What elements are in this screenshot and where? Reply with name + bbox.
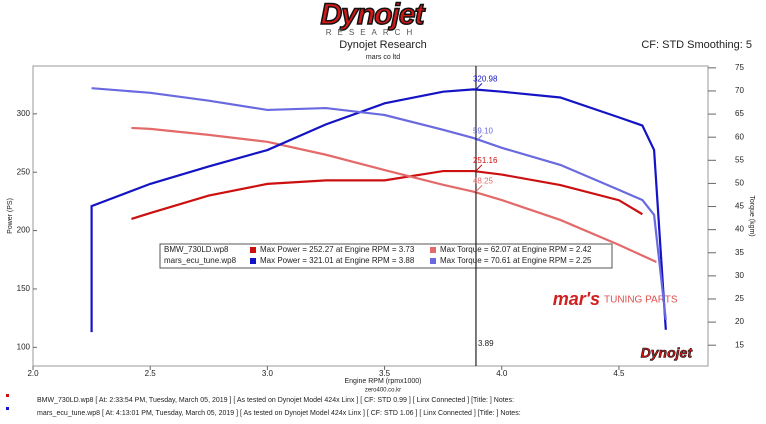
legend-swatch [430, 247, 436, 253]
subtitle: mars co ltd [366, 54, 400, 61]
legend-power: Max Power = 321.01 at Engine RPM = 3.88 [260, 256, 415, 265]
y-tick-label: 200 [17, 226, 31, 235]
logo-sub: RESEARCH [326, 28, 418, 37]
series-line [91, 87, 667, 320]
plot-frame [32, 65, 709, 367]
source: zero400.co.kr [365, 388, 401, 394]
legend-torque: Max Torque = 62.07 at Engine RPM = 2.42 [440, 245, 592, 254]
legend: BMW_730LD.wp8 Max Power = 252.27 at Engin… [159, 243, 613, 269]
cursor-marker [475, 134, 483, 142]
series-line [131, 126, 657, 263]
legend-torque: Max Torque = 70.61 at Engine RPM = 2.25 [440, 256, 592, 265]
run-info: BMW_730LD.wp8 [ At: 2:33:54 PM, Tuesday,… [37, 397, 514, 404]
y2-tick-label: 50 [735, 179, 744, 188]
y2-tick-label: 70 [735, 86, 744, 95]
series-line [131, 169, 643, 220]
cursor-value-label: 320.98 [473, 74, 498, 83]
x-tick-label: 2.0 [27, 369, 39, 378]
x-tick-label: 4.5 [613, 369, 625, 378]
title: Dynojet Research [339, 39, 426, 51]
y2-axis-label: Torque (kgm) [748, 195, 755, 236]
legend-name: mars_ecu_tune.wp8 [164, 256, 237, 265]
run-info: mars_ecu_tune.wp8 [ At: 4:13:01 PM, Tues… [37, 410, 521, 417]
cursor-x-label: 3.89 [478, 339, 494, 348]
y2-tick-label: 75 [735, 63, 744, 72]
settings: CF: STD Smoothing: 5 [641, 39, 752, 51]
cursor-value-label: 251.16 [473, 156, 498, 165]
cursor-value-label: 59.10 [473, 126, 494, 135]
y2-tick-label: 40 [735, 225, 744, 234]
cursor-marker [475, 83, 483, 90]
y-axis-label: Power (PS) [7, 198, 14, 234]
y-tick-label: 250 [17, 167, 31, 176]
y2-tick-label: 55 [735, 155, 744, 164]
y2-tick-label: 60 [735, 132, 744, 141]
run-marker [6, 394, 9, 397]
y2-tick-label: 25 [735, 294, 744, 303]
watermark: TUNING PARTS [604, 295, 678, 306]
x-tick-label: 4.0 [496, 369, 508, 378]
cursor-value-label: 48.25 [473, 177, 494, 186]
legend-swatch [250, 247, 256, 253]
y-tick-label: 300 [17, 109, 31, 118]
y2-tick-label: 45 [735, 202, 744, 211]
series-line [90, 88, 667, 333]
y2-tick-label: 20 [735, 317, 744, 326]
x-tick-label: 3.0 [262, 369, 274, 378]
x-axis-label: Engine RPM (rpmx1000) [344, 378, 421, 385]
y-tick-label: 150 [17, 284, 31, 293]
legend-power: Max Power = 252.27 at Engine RPM = 3.73 [260, 245, 415, 254]
y2-tick-label: 30 [735, 271, 744, 280]
legend-box [159, 243, 613, 269]
legend-swatch [430, 258, 436, 264]
watermark-brand: mar's [553, 289, 600, 309]
y2-tick-label: 65 [735, 109, 744, 118]
run-marker [6, 407, 9, 410]
legend-name: BMW_730LD.wp8 [164, 245, 229, 254]
y-tick-label: 100 [17, 342, 31, 351]
cursor-marker [475, 185, 483, 192]
x-tick-label: 3.5 [379, 369, 391, 378]
legend-swatch [250, 258, 256, 264]
corner-logo: Dynojet [641, 345, 694, 361]
y2-tick-label: 35 [735, 248, 744, 257]
y2-tick-label: 15 [735, 340, 744, 349]
logo: Dynojet [320, 0, 426, 31]
cursor-marker [475, 164, 483, 172]
x-tick-label: 2.5 [145, 369, 157, 378]
